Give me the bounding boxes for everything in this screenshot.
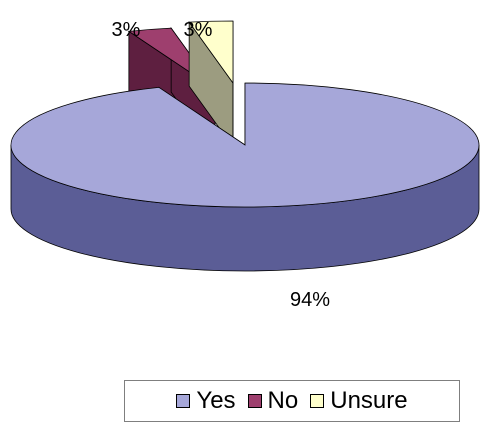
- legend-label-yes: Yes: [196, 387, 236, 414]
- pie-data-labels: 94% 3% 3%: [112, 19, 331, 311]
- legend-label-no: No: [267, 387, 299, 414]
- pie-slice-unsure: [188, 20, 234, 149]
- legend-label-unsure: Unsure: [330, 387, 408, 414]
- data-label-no: 3%: [112, 19, 141, 41]
- pie-slice-yes: [10, 82, 480, 272]
- pie-slice-unsure-top: [188, 20, 234, 85]
- pie-slices: [10, 20, 480, 272]
- pie-slice-yes-top: [10, 82, 480, 208]
- chart-legend: Yes No Unsure: [124, 380, 460, 422]
- legend-swatch-unsure: [310, 394, 325, 408]
- legend-swatch-no: [247, 394, 262, 408]
- legend-item-no: No: [247, 387, 299, 415]
- data-label-yes: 94%: [290, 289, 330, 311]
- legend-swatch-yes: [176, 394, 191, 408]
- legend-item-yes: Yes: [176, 387, 236, 415]
- data-label-unsure: 3%: [184, 19, 213, 41]
- legend-item-unsure: Unsure: [310, 387, 408, 415]
